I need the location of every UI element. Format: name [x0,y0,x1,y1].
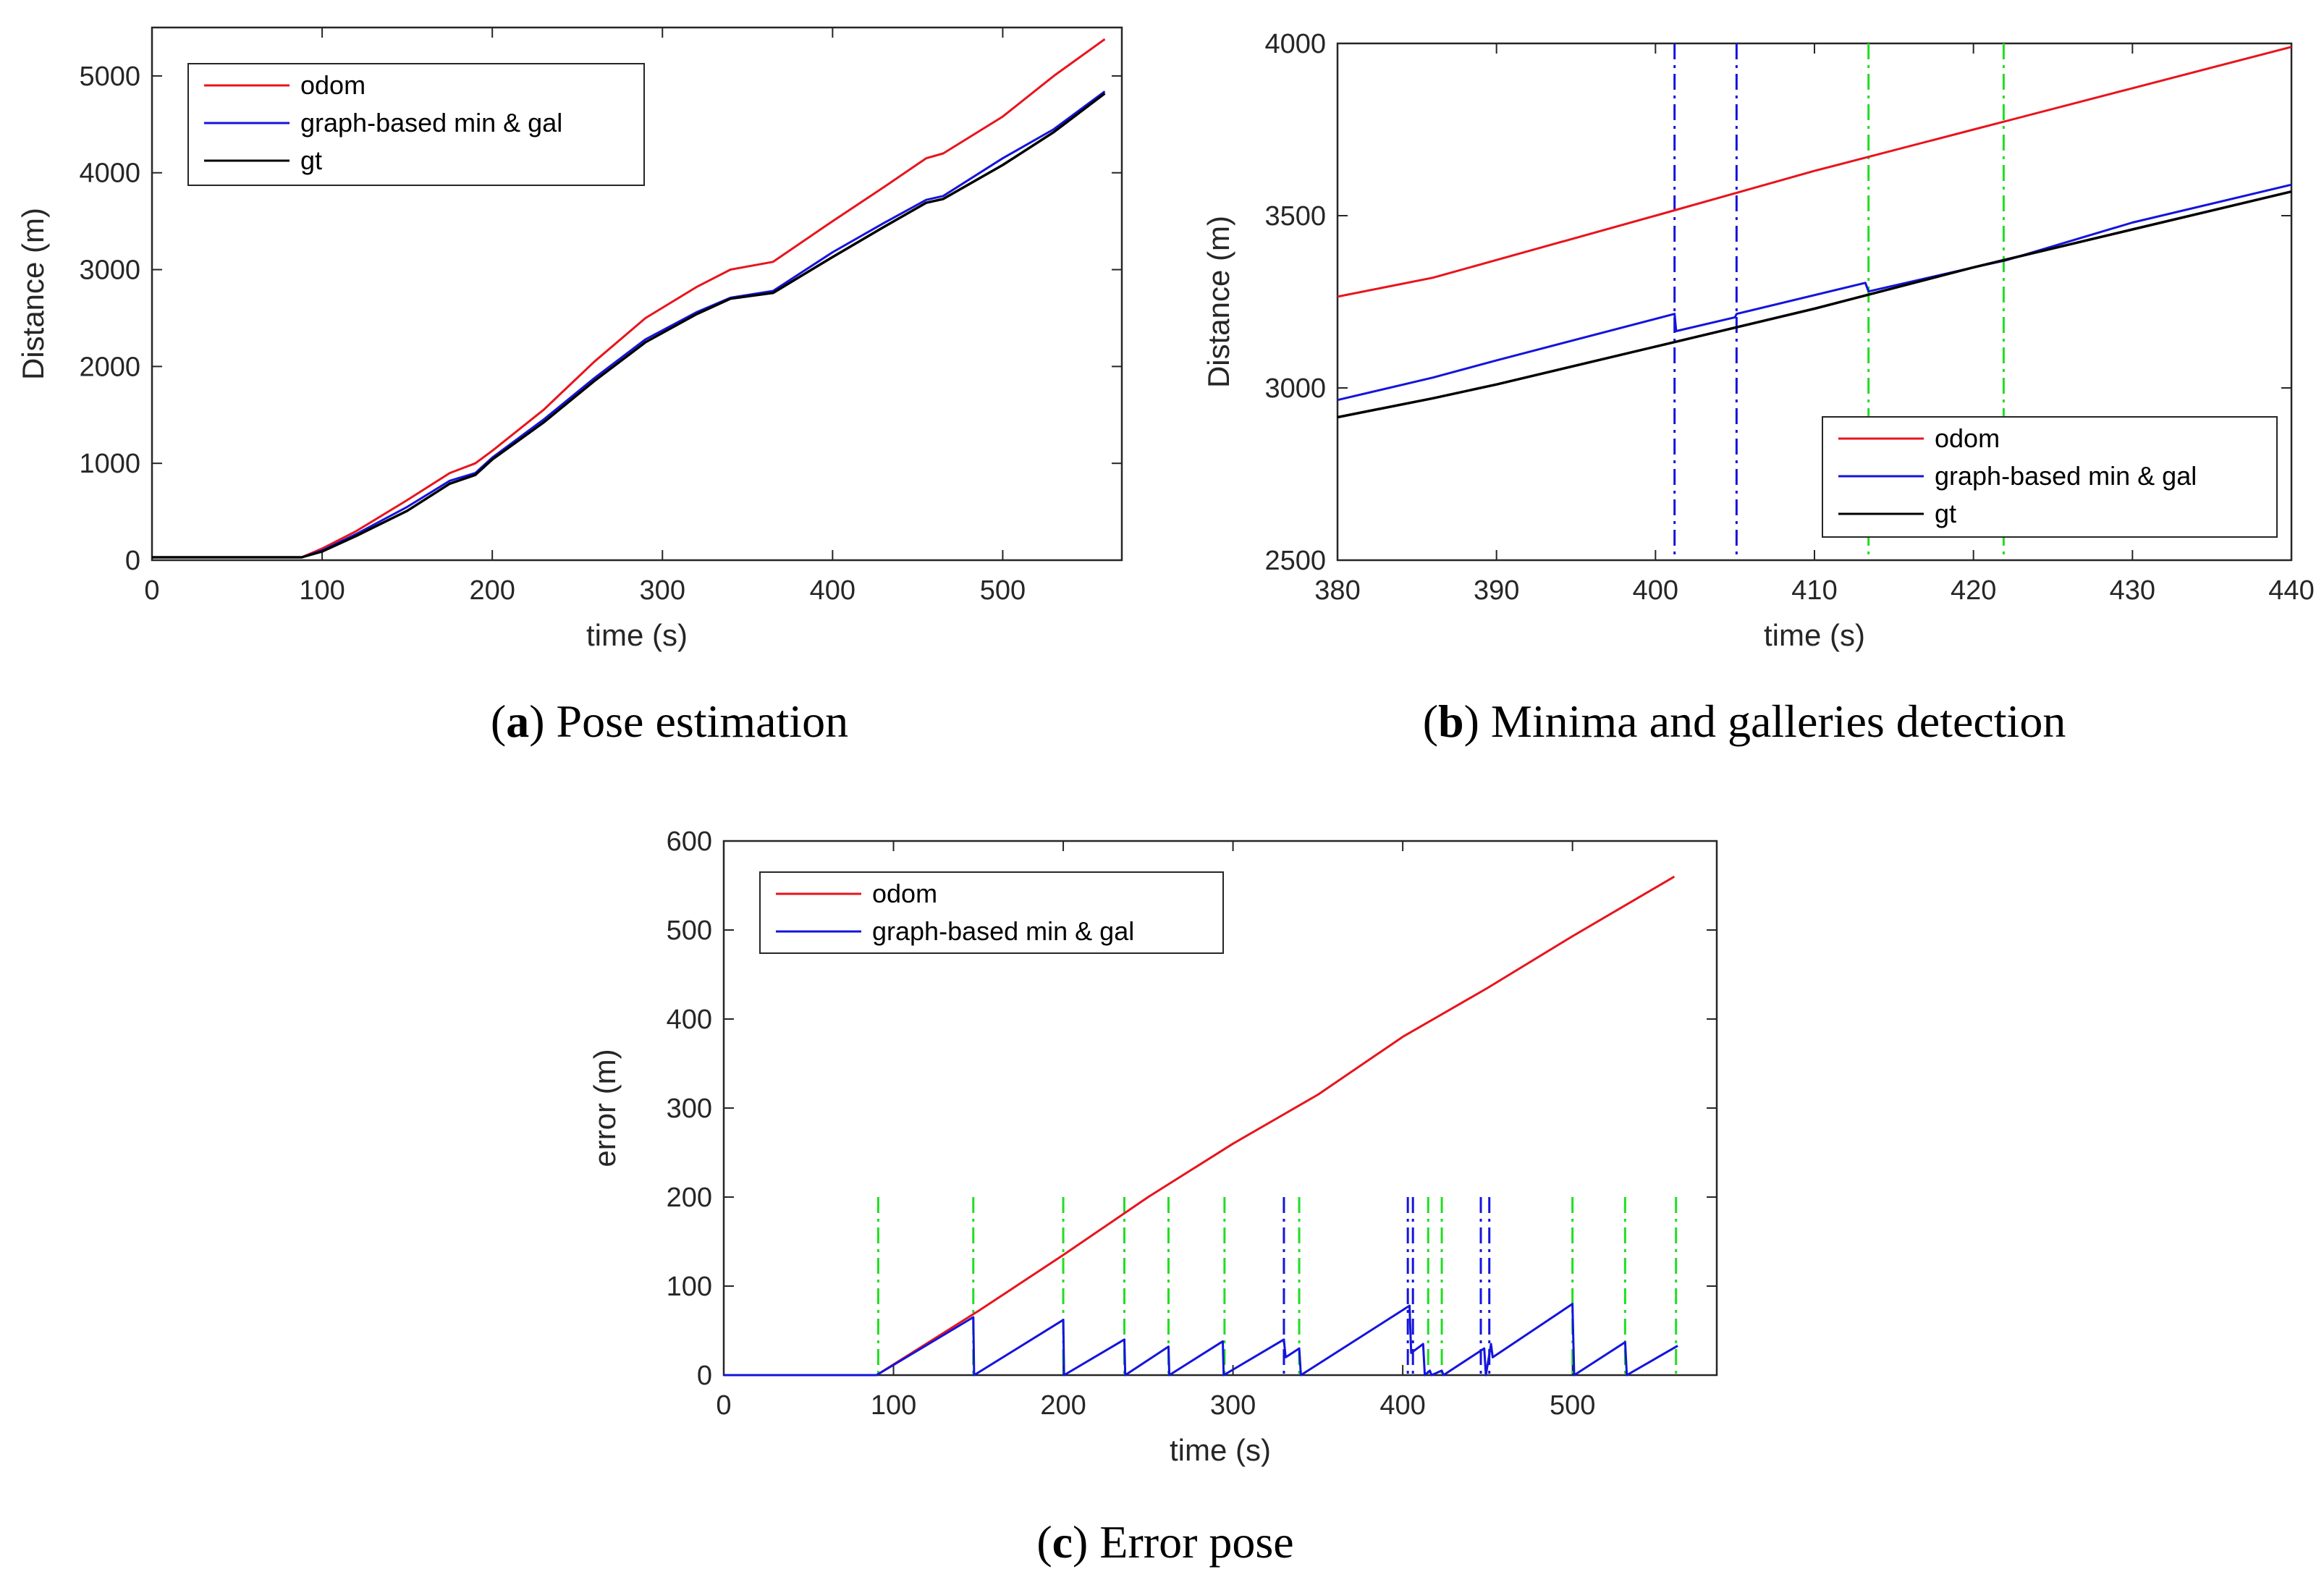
series-line-odom [152,38,1106,559]
x-tick-label: 400 [1633,575,1678,606]
y-axis-label: Distance (m) [16,208,50,380]
y-tick-label: 4000 [1264,29,1326,59]
y-tick-label: 2000 [79,352,140,382]
chart-panel-a: 0 100 200 300 400 500010002000300040005000tim… [16,26,1123,652]
x-axis-label: time (s) [1170,1433,1271,1467]
x-tick-label: 100 [871,1390,916,1421]
y-tick-label: 200 [667,1183,712,1213]
x-tick-label: 500 [980,575,1026,606]
y-tick-label: 3500 [1264,201,1326,232]
legend-label: gt [1935,499,1956,528]
x-tick-label: 100 [299,575,345,606]
y-tick-label: 500 [667,916,712,946]
x-tick-label: 200 [1040,1390,1086,1421]
y-tick-label: 4000 [79,158,140,189]
series-line-gt [1337,190,2292,419]
chart-panel-b: 380 390 400 410 420 430 440 2500 3000 3500 4000 tim… [1201,29,2315,652]
series-line-odom [724,875,1676,1377]
x-tick-label: 380 [1314,575,1360,606]
series-line-odom [1337,46,2292,298]
caption-c: (c) Error pose [1036,1516,1293,1568]
legend-label: graph-based min & gal [1935,461,2197,491]
y-tick-label: 300 [667,1094,712,1124]
x-tick-label: 400 [810,575,855,606]
legend-label: graph-based min & gal [300,108,562,138]
x-tick-label: 390 [1474,575,1519,606]
y-tick-label: 3000 [1264,373,1326,404]
series-line-gt [152,92,1106,559]
x-tick-label: 440 [2268,575,2314,606]
y-tick-label: 0 [697,1361,712,1391]
x-tick-label: 500 [1550,1390,1595,1421]
legend-label: odom [872,879,937,908]
y-tick-label: 1000 [79,449,140,479]
y-tick-label: 100 [667,1272,712,1302]
x-tick-label: 420 [1951,575,1996,606]
legend-label: gt [300,145,322,175]
x-tick-label: 430 [2110,575,2155,606]
y-tick-label: 5000 [79,62,140,92]
y-axis-label: Distance (m) [1201,216,1235,388]
legend-box [759,871,1224,954]
x-tick-label: 200 [469,575,515,606]
legend-label: odom [300,70,365,100]
x-tick-label: 400 [1379,1390,1425,1421]
chart-panel-c: 0 100 200 300 400 500 0 100 200 300 400 500 600 time … [588,827,1718,1467]
x-tick-label: 300 [1210,1390,1256,1421]
x-axis-label: time (s) [1764,618,1865,652]
x-tick-label: 0 [144,575,159,606]
x-tick-label: 410 [1791,575,1837,606]
legend-box [187,63,645,186]
x-axis-label: time (s) [586,618,688,652]
caption-a: (a) Pose estimation [491,696,848,747]
caption-b: (b) Minima and galleries detection [1423,696,2066,747]
y-tick-label: 3000 [79,255,140,286]
y-tick-label: 0 [125,546,140,576]
y-tick-label: 600 [667,827,712,857]
legend-label: odom [1935,423,2000,453]
y-tick-label: 400 [667,1005,712,1035]
series-line-graph [724,1303,1678,1377]
x-tick-label: 0 [716,1390,731,1421]
series-line-graph [152,90,1106,559]
legend-label: graph-based min & gal [872,916,1134,946]
y-tick-label: 2500 [1264,546,1326,576]
x-tick-label: 300 [640,575,685,606]
y-axis-label: error (m) [588,1049,622,1167]
